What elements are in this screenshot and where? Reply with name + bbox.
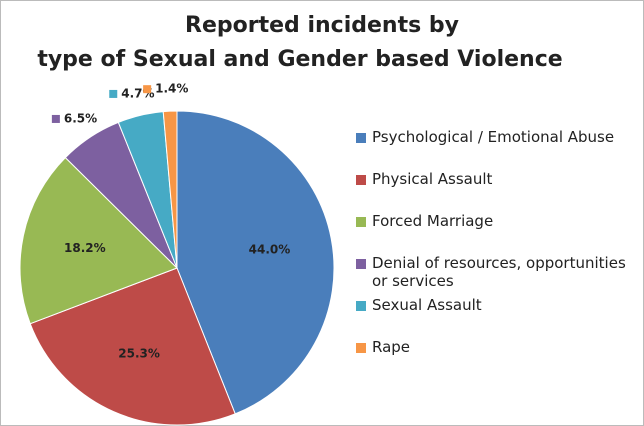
legend-label: Forced Marriage	[372, 212, 494, 230]
legend-item: Rape	[356, 338, 641, 380]
chart-title: Reported incidents by	[185, 13, 459, 38]
chart-title: type of Sexual and Gender based Violence	[37, 47, 562, 72]
legend-item: Denial of resources, opportunities or se…	[356, 254, 641, 296]
legend-swatch	[356, 133, 366, 143]
legend-label: Sexual Assault	[372, 296, 482, 314]
label-marker	[143, 85, 152, 94]
legend: Psychological / Emotional Abuse Physical …	[356, 128, 641, 380]
pie-slice	[162, 110, 178, 269]
legend-item: Sexual Assault	[356, 296, 641, 338]
legend-swatch	[356, 217, 366, 227]
legend-item: Psychological / Emotional Abuse	[356, 128, 641, 170]
legend-swatch	[356, 343, 366, 353]
data-label: 6.5%	[64, 111, 97, 125]
pie-slice	[19, 156, 178, 325]
legend-item: Forced Marriage	[356, 212, 641, 254]
legend-swatch	[356, 175, 366, 185]
pie-slice	[176, 110, 335, 415]
legend-label: Psychological / Emotional Abuse	[372, 128, 615, 146]
data-label: 1.4%	[155, 82, 188, 96]
data-label: 44.0%	[249, 243, 291, 257]
legend-label: Physical Assault	[372, 170, 493, 188]
data-label: 18.2%	[64, 241, 106, 255]
data-label: 25.3%	[118, 347, 160, 361]
pie-slice	[29, 267, 236, 426]
label-marker	[51, 114, 60, 123]
legend-label: Rape	[372, 338, 411, 356]
legend-label: Denial of resources, opportunities or se…	[372, 254, 626, 290]
legend-item: Physical Assault	[356, 170, 641, 212]
legend-swatch	[356, 301, 366, 311]
legend-swatch	[356, 259, 366, 269]
label-marker	[109, 89, 118, 98]
